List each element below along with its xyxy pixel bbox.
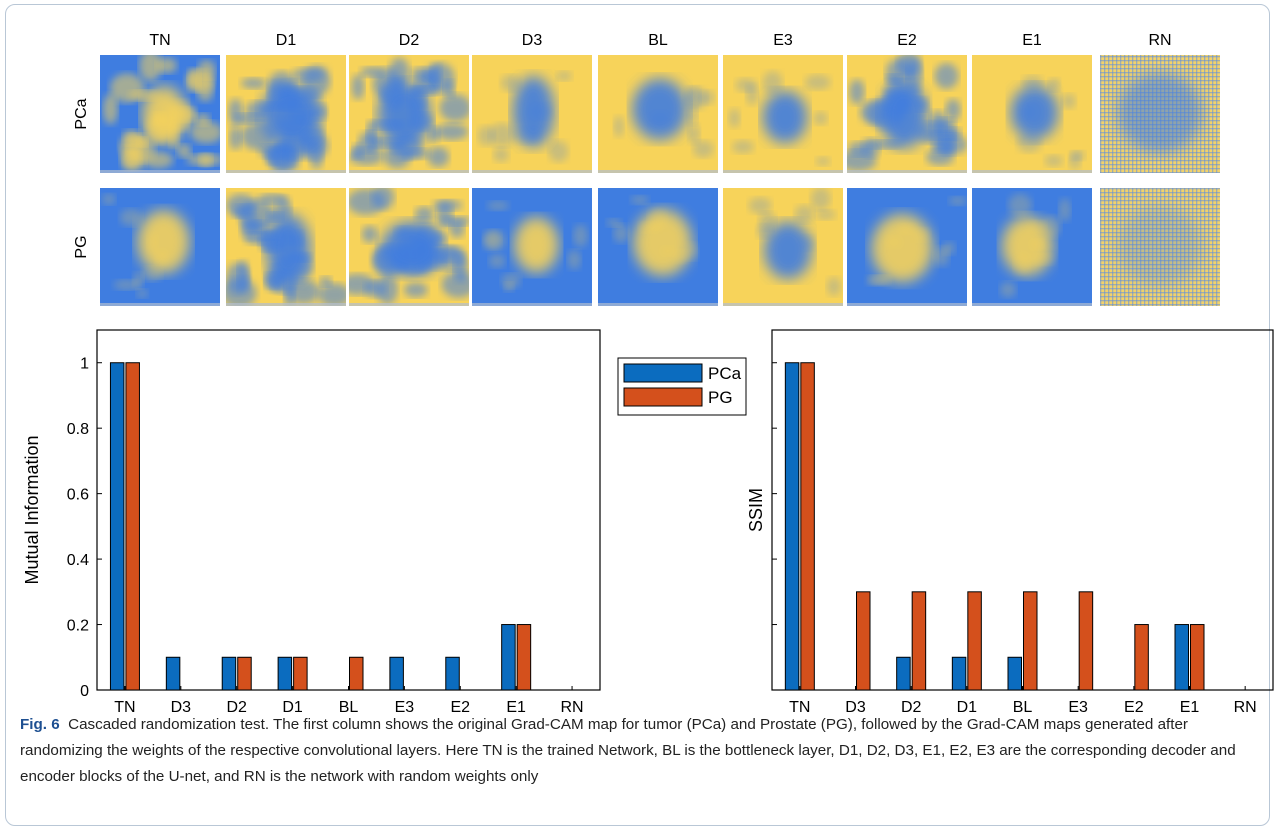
column-label-e3: E3	[773, 32, 793, 49]
x-tick-label-d2: D2	[226, 699, 247, 716]
bar-chart-ssim: TN D3 D2 D1 BL E3 E2 E1 RN SSIM	[746, 329, 1274, 716]
y-tick-label: 1	[80, 356, 89, 373]
x-tick-label-e2: E2	[450, 699, 470, 716]
caption-text: Cascaded randomization test. The first c…	[20, 716, 1236, 785]
bar-pg-bl	[349, 656, 364, 691]
x-tick-label-d2: D2	[901, 699, 922, 716]
y-axis-label: SSIM	[746, 488, 766, 532]
bar-pca-tn	[109, 362, 125, 691]
gradcam-tile-pg-d1	[226, 188, 346, 306]
y-tick-label: 0.2	[67, 618, 89, 635]
x-tick-label-rn: RN	[1234, 699, 1257, 716]
y-tick-label: 0.8	[67, 421, 89, 438]
bar-pg-bl	[1023, 591, 1038, 691]
bar-pg-e3	[1078, 591, 1094, 691]
bar-pg-e2	[1134, 624, 1149, 691]
bar-charts: TN D3 D2 D1 BL E3 E2 E1 RN 0 0.2 0.4 0.6 0.8 1 Mutual I…	[22, 329, 1274, 716]
column-label-d1: D1	[276, 32, 297, 49]
bar-pg-tn	[800, 362, 815, 691]
y-axis-label: Mutual Information	[22, 435, 42, 584]
x-tick-label-e3: E3	[395, 699, 415, 716]
figure-frame	[5, 4, 1270, 826]
column-label-bl: BL	[648, 32, 668, 49]
y-tick-label: 0.4	[67, 552, 89, 569]
gradcam-tile-pg-bl	[598, 188, 718, 306]
gradcam-tile-pca-tn	[100, 55, 220, 173]
legend-label-pg: PG	[708, 388, 733, 407]
gradcam-tile-pg-e2	[847, 188, 967, 306]
x-tick-label-e1: E1	[506, 699, 526, 716]
bar-pg-d2	[237, 656, 252, 691]
bar-chart-mutual-information: TN D3 D2 D1 BL E3 E2 E1 RN 0 0.2 0.4 0.6 0.8 1 Mutual I…	[22, 329, 601, 716]
gradcam-tile-pca-d2	[349, 55, 469, 173]
bar-pg-tn	[125, 362, 140, 691]
column-label-e1: E1	[1022, 32, 1042, 49]
y-tick-label: 0	[80, 683, 89, 700]
bar-pca-e2	[445, 656, 460, 691]
x-tick-label-d1: D1	[957, 699, 978, 716]
legend-swatch-pg	[623, 387, 703, 407]
gradcam-tile-pg-d3	[472, 188, 592, 306]
x-tick-label-e2: E2	[1124, 699, 1144, 716]
legend-swatch-pca	[623, 363, 703, 383]
row-label-pg: PG	[73, 235, 90, 258]
gradcam-tile-pca-d1	[226, 55, 346, 173]
x-tick-label-tn: TN	[114, 699, 135, 716]
caption-label: Fig. 6	[20, 716, 60, 733]
gradcam-tile-pca-e3	[723, 55, 843, 173]
bar-pca-d2	[896, 656, 911, 691]
bar-pg-d1	[293, 656, 308, 691]
bar-pca-e3	[389, 656, 404, 691]
column-label-tn: TN	[149, 32, 170, 49]
x-tick-label-rn: RN	[561, 699, 584, 716]
gradcam-tile-pca-e1	[972, 55, 1092, 173]
bar-pca-d1	[277, 656, 293, 691]
column-label-d3: D3	[522, 32, 543, 49]
column-label-d2: D2	[399, 32, 420, 49]
bar-pca-tn	[784, 362, 800, 691]
x-tick-label-e3: E3	[1068, 699, 1088, 716]
row-label-pca: PCa	[73, 98, 90, 129]
legend-label-pca: PCa	[708, 364, 742, 383]
gradcam-tile-pg-rn	[1100, 188, 1220, 306]
x-tick-label-bl: BL	[1013, 699, 1033, 716]
bar-pg-e1	[1190, 624, 1205, 691]
legend: PCa PG	[617, 357, 747, 416]
x-tick-label-e1: E1	[1180, 699, 1200, 716]
bar-pg-d3	[856, 591, 871, 691]
gradcam-tile-pg-e3	[723, 188, 843, 306]
bar-pca-e1	[1174, 624, 1189, 691]
gradcam-tile-pca-bl	[598, 55, 718, 173]
x-tick-label-d3: D3	[171, 699, 192, 716]
x-tick-label-d1: D1	[282, 699, 303, 716]
bar-pca-e1	[501, 624, 516, 691]
bar-pg-d2	[911, 591, 927, 691]
gradcam-heatmap-grid: TN D1 D2 D3 BL E3 E2 E1 RN PCa PG	[73, 32, 1220, 306]
bar-pca-d2	[221, 656, 237, 691]
x-tick-label-bl: BL	[339, 699, 359, 716]
bar-pca-d1	[951, 656, 967, 691]
gradcam-tile-pca-e2	[847, 55, 967, 173]
gradcam-tile-pg-e1	[972, 188, 1092, 306]
column-label-rn: RN	[1148, 32, 1171, 49]
y-tick-label: 0.6	[67, 487, 89, 504]
bar-pca-bl	[1007, 656, 1022, 691]
gradcam-tile-pca-rn	[1100, 55, 1220, 173]
bar-pg-e1	[516, 624, 532, 691]
figure-caption: Fig. 6 Cascaded randomization test. The …	[20, 712, 1265, 790]
gradcam-tile-pg-d2	[349, 188, 469, 306]
x-tick-label-d3: D3	[845, 699, 866, 716]
gradcam-tile-pca-d3	[472, 55, 592, 173]
column-label-e2: E2	[897, 32, 917, 49]
gradcam-tile-pg-tn	[100, 188, 220, 306]
bar-pca-d3	[165, 656, 181, 691]
bar-pg-d1	[967, 591, 982, 691]
x-tick-label-tn: TN	[789, 699, 810, 716]
